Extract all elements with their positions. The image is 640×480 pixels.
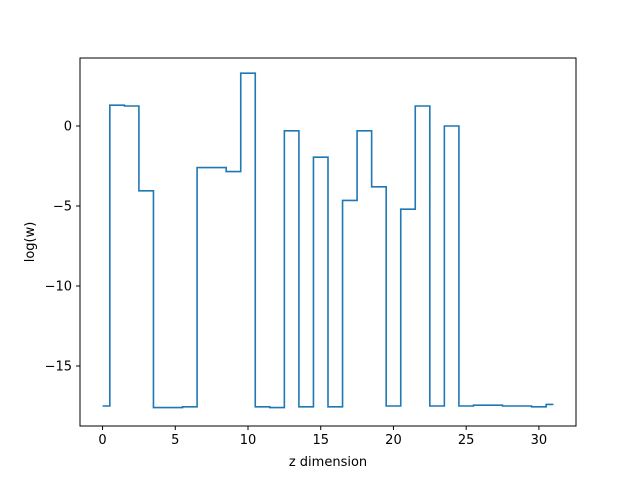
x-tick-label: 0: [98, 433, 106, 448]
y-tick-label: −15: [45, 360, 72, 375]
y-tick-label: 0: [64, 120, 72, 135]
x-axis-label: z dimension: [289, 455, 367, 470]
x-tick-label: 20: [385, 433, 402, 448]
x-tick-label: 30: [531, 433, 548, 448]
y-tick-label: −10: [45, 280, 72, 295]
x-tick-label: 5: [171, 433, 179, 448]
y-tick-label: −5: [53, 200, 72, 215]
y-axis-label: log(w): [23, 222, 38, 263]
x-tick-label: 10: [240, 433, 257, 448]
x-tick-label: 15: [312, 433, 329, 448]
x-tick-label: 25: [458, 433, 475, 448]
